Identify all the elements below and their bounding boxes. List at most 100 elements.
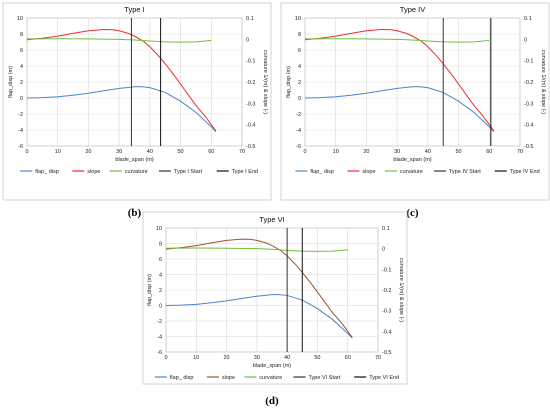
y2-tick-label: -0.1 — [382, 267, 391, 273]
x-tick-label: 30 — [394, 149, 400, 155]
y-axis-label: flap_disp (m) — [286, 66, 292, 98]
x-tick-label: 70 — [375, 355, 381, 361]
panel-letter: (d) — [265, 395, 279, 407]
legend-label: Type IV Start — [449, 169, 481, 175]
y2-tick-label: -0.3 — [524, 101, 533, 107]
y2-tick-label: -0.4 — [382, 329, 391, 335]
series-line-flapdisp — [26, 86, 217, 132]
y-tick-label: 2 — [20, 80, 23, 86]
y-axis-label: flap_disp (m) — [147, 274, 153, 306]
y-tick-label: 0 — [159, 304, 162, 310]
chart-panel-2: 0 10 20 30 40 50 60 70 -6 -4 -2 0 2 4 6 8 10 0.1 0 -0.1 -0.2… — [280, 2, 550, 201]
y-tick-label: 10 — [295, 16, 301, 22]
chart-title: Type I — [124, 5, 144, 14]
x-tick-label: 50 — [456, 149, 462, 155]
y-tick-label: 4 — [20, 64, 23, 70]
x-tick-label: 40 — [147, 149, 153, 155]
y-axis-label: flap_disp (m) — [8, 66, 14, 98]
y-tick-label: 8 — [159, 242, 162, 248]
panel-letter: (c) — [406, 207, 419, 219]
y2-tick-label: -0.1 — [246, 59, 255, 65]
x-tick-label: 20 — [224, 355, 230, 361]
y2-tick-label: 0.1 — [524, 16, 532, 22]
panel-frame — [142, 211, 408, 385]
y-tick-label: 6 — [298, 48, 301, 54]
y2-tick-label: -0.2 — [382, 288, 391, 294]
legend-label: slope — [222, 375, 235, 381]
x-tick-label: 10 — [55, 149, 61, 155]
y2-tick-label: 0 — [524, 37, 527, 43]
x-tick-label: 0 — [303, 149, 306, 155]
y2-axis-label: curvature 1/(m) & slope (-) — [398, 258, 404, 322]
series-line-flapdisp — [304, 86, 495, 132]
x-tick-label: 60 — [345, 355, 351, 361]
y-tick-label: -4 — [157, 335, 162, 341]
y2-tick-label: -0.2 — [524, 80, 533, 86]
y2-axis-label: curvature 1/(m) & slope (-) — [262, 50, 268, 114]
y-tick-label: 2 — [159, 288, 162, 294]
legend-label: Type I Start — [174, 169, 203, 175]
legend-label: Type I End — [232, 169, 258, 175]
legend-label: slope — [362, 169, 375, 175]
y2-axis-label: curvature 1/(m) & slope (-) — [540, 50, 546, 114]
chart-panel-1: 0 10 20 30 40 50 60 70 -6 -4 -2 0 2 4 6 8 10 0.1 0 -0.1 -0.2… — [2, 2, 272, 201]
panel-frame — [2, 2, 272, 201]
y-tick-label: 0 — [20, 96, 23, 102]
x-tick-label: 70 — [517, 149, 523, 155]
x-tick-label: 70 — [239, 149, 245, 155]
x-tick-label: 60 — [486, 149, 492, 155]
legend-label: flap_ disp — [170, 375, 194, 381]
y2-tick-label: -0.3 — [382, 309, 391, 315]
y2-tick-label: -0.2 — [246, 80, 255, 86]
plot-area — [304, 17, 521, 147]
x-tick-label: 40 — [425, 149, 431, 155]
y-tick-label: 8 — [20, 32, 23, 38]
y2-tick-label: -0.5 — [524, 144, 533, 150]
x-tick-label: 30 — [254, 355, 260, 361]
panel-frame — [280, 2, 550, 201]
plot-area — [165, 227, 379, 353]
x-tick-label: 10 — [333, 149, 339, 155]
chart-title: Type IV — [400, 5, 425, 14]
x-tick-label: 0 — [25, 149, 28, 155]
x-tick-label: 50 — [178, 149, 184, 155]
legend-label: slope — [87, 169, 100, 175]
legend-label: Type VI End — [369, 375, 399, 381]
y2-tick-label: -0.1 — [524, 59, 533, 65]
chart-panel-3: 0 10 20 30 40 50 60 70 -6 -4 -2 0 2 4 6 8 10 0.1 0 -0.1 -0.2… — [142, 211, 408, 385]
x-tick-label: 30 — [116, 149, 122, 155]
series-line-slope — [26, 29, 217, 132]
x-axis-label: blade_span (m) — [393, 157, 431, 163]
legend-label: flap_ disp — [35, 169, 59, 175]
x-tick-label: 20 — [85, 149, 91, 155]
y-tick-label: -4 — [296, 128, 301, 134]
y-tick-label: 10 — [17, 16, 23, 22]
y2-tick-label: -0.4 — [246, 123, 255, 129]
y-tick-label: -2 — [157, 319, 162, 325]
panel-letter: (b) — [128, 207, 142, 219]
x-tick-label: 10 — [193, 355, 199, 361]
legend-label: Type IV End — [510, 169, 540, 175]
y2-tick-label: -0.3 — [246, 101, 255, 107]
legend-label: curvature — [400, 169, 423, 175]
y-tick-label: 4 — [159, 273, 162, 279]
legend-label: flap_ disp — [310, 169, 334, 175]
x-axis-label: blade_span (m) — [253, 363, 291, 369]
y-tick-label: -2 — [296, 112, 301, 118]
y2-tick-label: -0.5 — [382, 350, 391, 356]
series-line-slope — [304, 29, 495, 132]
y-tick-label: -2 — [18, 112, 23, 118]
legend-label: Type VI Start — [309, 375, 341, 381]
legend-label: curvature — [259, 375, 282, 381]
x-tick-label: 50 — [314, 355, 320, 361]
x-tick-label: 20 — [363, 149, 369, 155]
legend-label: curvature — [125, 169, 148, 175]
y-tick-label: -4 — [18, 128, 23, 134]
y2-tick-label: 0 — [382, 247, 385, 253]
y-tick-label: 0 — [298, 96, 301, 102]
series-line-slope — [165, 238, 353, 338]
plot-area — [26, 17, 243, 147]
y-tick-label: 6 — [20, 48, 23, 54]
y-tick-label: 2 — [298, 80, 301, 86]
